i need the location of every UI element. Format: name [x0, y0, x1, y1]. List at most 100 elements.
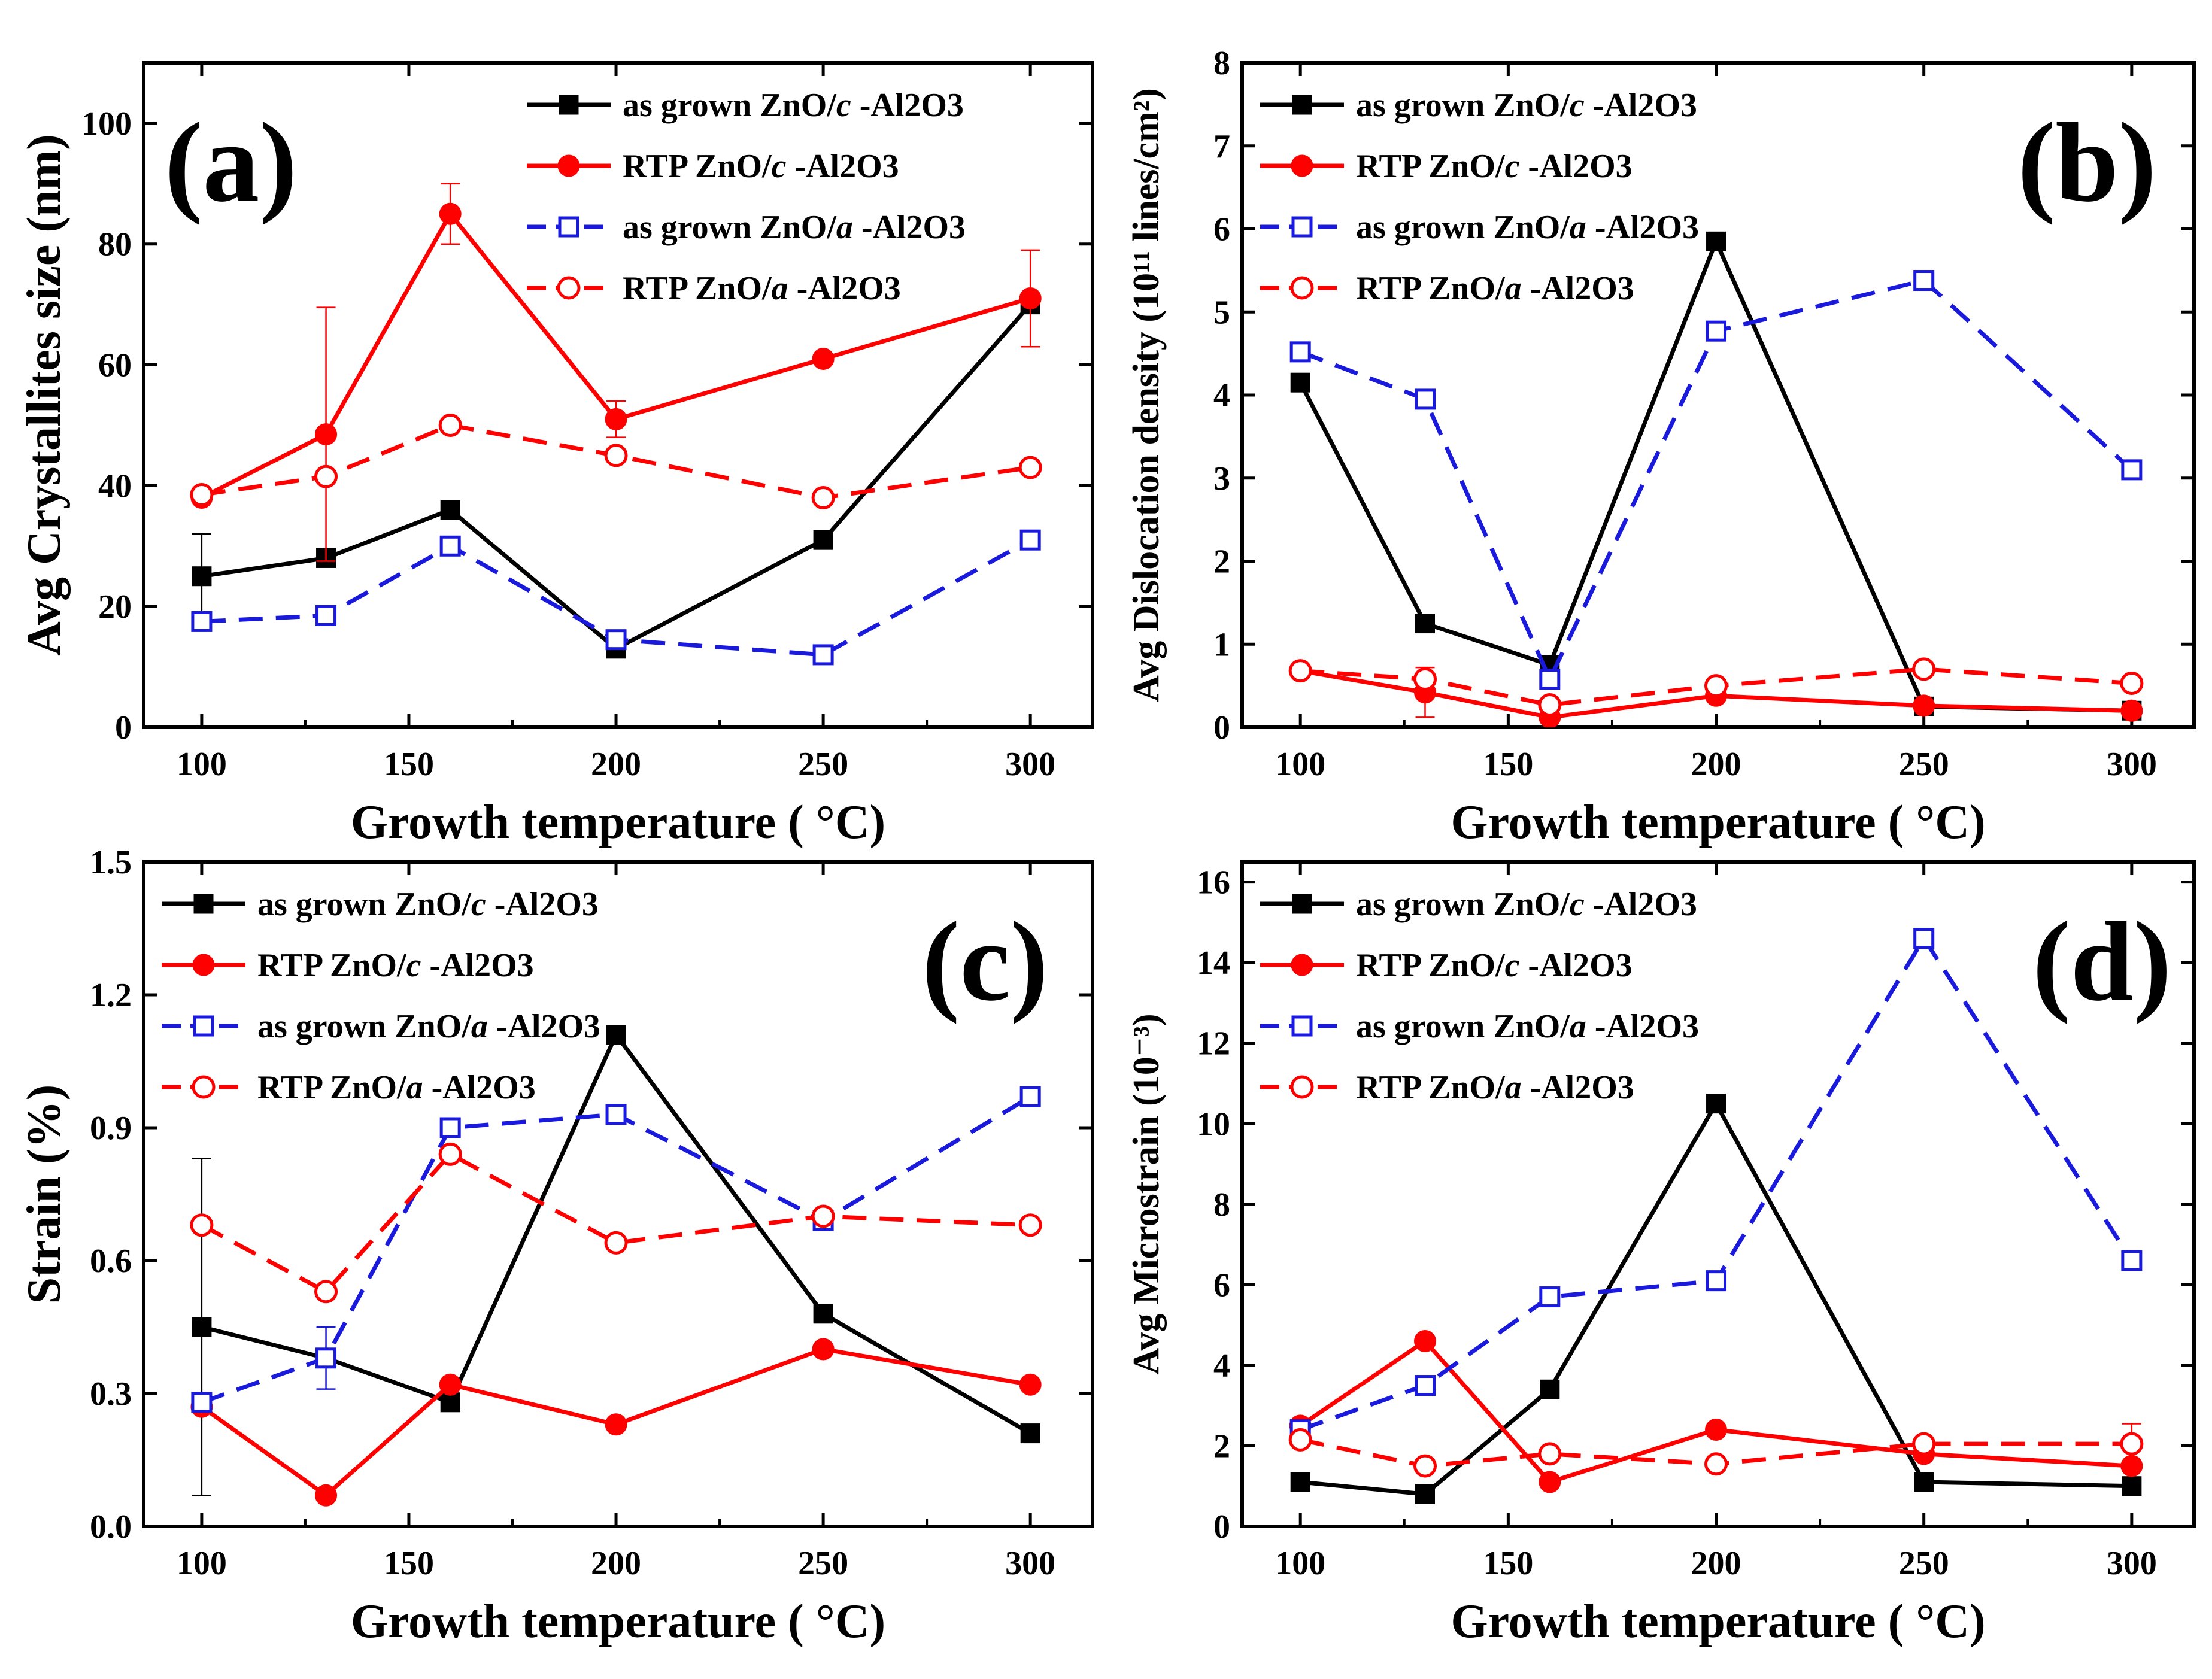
legend-item: as grown ZnO/c -Al2O3	[527, 87, 964, 124]
marker-asgrown_a	[439, 1117, 461, 1138]
y-tick-label: 16	[1197, 864, 1230, 901]
panel-label: (a)	[165, 100, 298, 226]
x-tick-label: 100	[1275, 1545, 1325, 1582]
marker-asgrown_c	[192, 1317, 212, 1337]
series-group	[190, 1025, 1042, 1507]
series-line-rtp_c	[201, 210, 1031, 500]
data-point	[1290, 1472, 1310, 1492]
x-tick-label: 150	[1483, 1545, 1533, 1582]
y-tick-label: 10	[1197, 1106, 1230, 1143]
data-point	[2121, 459, 2143, 481]
marker-asgrown_a	[315, 605, 337, 626]
marker-rtp_c	[315, 423, 338, 446]
marker-rtp_a	[438, 1142, 462, 1166]
x-tick-label: 300	[2107, 746, 2157, 783]
legend-label: RTP ZnO/a -Al2O3	[623, 270, 901, 307]
y-tick-label: 2	[1213, 1428, 1230, 1465]
y-tick-label: 4	[1213, 1347, 1230, 1385]
y-tick-label: 4	[1213, 377, 1230, 414]
data-point	[1288, 1428, 1312, 1452]
legend-marker	[192, 954, 215, 976]
legend-label: as grown ZnO/c -Al2O3	[257, 886, 599, 923]
data-point	[438, 1142, 462, 1166]
data-point	[440, 500, 460, 520]
legend-label: RTP ZnO/a -Al2O3	[257, 1069, 536, 1106]
series-line-rtp_a	[201, 423, 1031, 500]
marker-asgrown_c	[1914, 1472, 1934, 1492]
x-tick-label: 250	[1899, 1545, 1949, 1582]
marker-asgrown_a	[1415, 1375, 1436, 1396]
marker-rtp_a	[604, 444, 628, 467]
marker-asgrown_a	[191, 1392, 213, 1413]
legend-label: RTP ZnO/c -Al2O3	[1356, 947, 1633, 984]
legend-marker	[558, 216, 579, 238]
legend-marker	[1291, 216, 1313, 238]
data-point	[605, 1413, 627, 1436]
marker-rtp_c	[605, 1413, 627, 1436]
legend-marker	[1292, 95, 1312, 115]
marker-rtp_c	[605, 408, 627, 430]
data-point	[191, 1392, 213, 1413]
marker-rtp_c	[1019, 287, 1042, 310]
data-point	[1290, 372, 1310, 393]
data-point	[1288, 659, 1312, 683]
marker-asgrown_a	[315, 1347, 337, 1369]
marker-rtp_c	[1539, 1471, 1561, 1493]
data-point	[1704, 1452, 1728, 1476]
marker-rtp_a	[2120, 1432, 2144, 1456]
legend-label: as grown ZnO/a -Al2O3	[1356, 209, 1699, 246]
data-point	[1912, 657, 1936, 681]
x-tick-label: 150	[384, 746, 434, 783]
series-group	[1288, 928, 2144, 1504]
y-tick-label: 8	[1213, 1186, 1230, 1223]
legend: as grown ZnO/c -Al2O3 RTP ZnO/c -Al2O3 as …	[527, 87, 966, 307]
panel-d: 100 150 200 250 300 0 2 4 6 8 10 12 14 16 Growth tempe…	[1126, 860, 2196, 1648]
data-point	[315, 605, 337, 626]
data-point	[604, 444, 628, 467]
legend-label: as grown ZnO/a -Al2O3	[1356, 1008, 1699, 1045]
data-point	[1539, 1286, 1561, 1308]
legend-item: RTP ZnO/c -Al2O3	[1260, 947, 1633, 984]
y-tick-label: 0	[1213, 1508, 1230, 1546]
data-point	[439, 535, 461, 557]
panel-label: (c)	[922, 899, 1048, 1025]
legend-item: RTP ZnO/a -Al2O3	[1260, 270, 1634, 307]
y-tick-label: 60	[98, 347, 132, 384]
legend: as grown ZnO/c -Al2O3 RTP ZnO/c -Al2O3 as …	[162, 886, 600, 1106]
legend-label: as grown ZnO/c -Al2O3	[1356, 87, 1697, 124]
legend-marker	[1291, 954, 1313, 976]
marker-asgrown_c	[440, 500, 460, 520]
marker-asgrown_c	[440, 1392, 460, 1413]
y-tick-label: 1.5	[90, 844, 132, 881]
marker-rtp_a	[1912, 657, 1936, 681]
data-point	[605, 629, 627, 651]
marker-asgrown_c	[192, 566, 212, 587]
legend-marker	[1291, 154, 1313, 177]
panel-a: 100 150 200 250 300 0 20 40 60 80 100 Growth temper…	[18, 61, 1094, 849]
marker-rtp_a	[190, 483, 214, 506]
data-point	[1914, 1472, 1934, 1492]
marker-asgrown_a	[1019, 529, 1041, 551]
legend-marker	[1291, 1015, 1313, 1037]
data-point	[1538, 693, 1562, 717]
series-line-rtp_c	[1300, 669, 2132, 719]
y-tick-label: 0	[1213, 709, 1230, 746]
data-point	[192, 566, 212, 587]
series-line-asgrown_c	[1300, 1099, 2132, 1496]
data-point	[1415, 388, 1436, 410]
y-tick-label: 80	[98, 226, 132, 263]
data-point	[2122, 1476, 2142, 1496]
marker-rtp_a	[314, 464, 338, 488]
legend-item: RTP ZnO/c -Al2O3	[162, 947, 534, 984]
x-tick-label: 250	[798, 746, 848, 783]
marker-asgrown_a	[812, 644, 834, 666]
y-tick-label: 7	[1213, 128, 1230, 165]
data-point	[190, 1213, 214, 1237]
data-point	[1538, 1442, 1562, 1466]
marker-rtp_c	[1414, 1330, 1437, 1353]
series-line-asgrown_a	[1299, 278, 2134, 684]
data-point	[438, 413, 462, 437]
data-point	[605, 1104, 627, 1125]
marker-asgrown_a	[439, 535, 461, 557]
marker-asgrown_c	[606, 1025, 626, 1045]
